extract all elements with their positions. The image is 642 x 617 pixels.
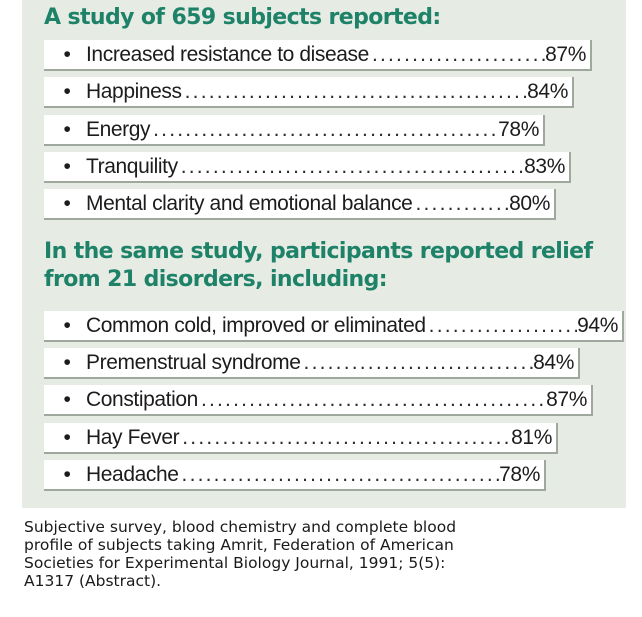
item-value: 81% bbox=[511, 425, 552, 449]
section2-heading: In the same study, participants reported… bbox=[44, 238, 593, 294]
source-caption: Subjective survey, blood chemistry and c… bbox=[24, 518, 624, 590]
bullet-icon: • bbox=[63, 387, 71, 411]
caption-line: profile of subjects taking Amrit, Federa… bbox=[24, 536, 454, 554]
dot-leader: ........................................… bbox=[303, 350, 534, 374]
item-label: Mental clarity and emotional balance bbox=[86, 191, 413, 215]
caption-line: A1317 (Abstract). bbox=[24, 572, 162, 590]
bullet-icon: • bbox=[63, 191, 71, 215]
item-value: 78% bbox=[499, 462, 540, 486]
item-label: Hay Fever bbox=[86, 425, 180, 449]
bullet-icon: • bbox=[63, 79, 71, 103]
dot-leader: ........................................… bbox=[415, 191, 509, 215]
item-value: 87% bbox=[546, 387, 587, 411]
list-item: • Hay Fever ............................… bbox=[44, 423, 558, 454]
item-label: Premenstrual syndrome bbox=[86, 350, 301, 374]
section1-heading: A study of 659 subjects reported: bbox=[44, 5, 441, 30]
item-value: 83% bbox=[524, 154, 565, 178]
caption-line: Societies for Experimental Biology Journ… bbox=[24, 554, 446, 572]
item-value: 94% bbox=[577, 313, 618, 337]
list-item: • Common cold, improved or eliminated ..… bbox=[44, 311, 624, 342]
item-label: Common cold, improved or eliminated bbox=[86, 313, 426, 337]
bullet-icon: • bbox=[63, 117, 71, 141]
stats-panel: A study of 659 subjects reported: • Incr… bbox=[22, 0, 626, 508]
item-label: Increased resistance to disease bbox=[86, 42, 369, 66]
section2-heading-line1: In the same study, participants reported… bbox=[44, 239, 593, 264]
section2-heading-line2: from 21 disorders, including: bbox=[44, 267, 388, 292]
dot-leader: ........................................… bbox=[182, 425, 512, 449]
dot-leader: ........................................… bbox=[181, 462, 500, 486]
list-item: • Tranquility ..........................… bbox=[44, 152, 571, 183]
bullet-icon: • bbox=[63, 462, 71, 486]
bullet-icon: • bbox=[63, 313, 71, 337]
bullet-icon: • bbox=[63, 350, 71, 374]
item-value: 80% bbox=[509, 191, 550, 215]
dot-leader: ........................................… bbox=[153, 117, 499, 141]
dot-leader: ........................................… bbox=[428, 313, 578, 337]
list-item: • Energy ...............................… bbox=[44, 115, 545, 146]
list-item: • Mental clarity and emotional balance .… bbox=[44, 189, 556, 220]
list-item: • Premenstrual syndrome ................… bbox=[44, 348, 580, 379]
caption-line: Subjective survey, blood chemistry and c… bbox=[24, 518, 457, 536]
dot-leader: ........................................… bbox=[184, 79, 528, 103]
item-value: 87% bbox=[545, 42, 586, 66]
list-item: • Headache .............................… bbox=[44, 460, 546, 491]
dot-leader: ........................................… bbox=[180, 154, 525, 178]
list-item: • Increased resistance to disease ......… bbox=[44, 40, 592, 71]
bullet-icon: • bbox=[63, 154, 71, 178]
item-label: Headache bbox=[86, 462, 179, 486]
list-item: • Happiness ............................… bbox=[44, 77, 574, 108]
item-label: Energy bbox=[86, 117, 151, 141]
list-item: • Constipation .........................… bbox=[44, 385, 593, 416]
item-value: 84% bbox=[527, 79, 568, 103]
dot-leader: ........................................… bbox=[200, 387, 547, 411]
bullet-icon: • bbox=[63, 42, 71, 66]
item-label: Constipation bbox=[86, 387, 198, 411]
item-value: 78% bbox=[498, 117, 539, 141]
bullet-icon: • bbox=[63, 425, 71, 449]
item-label: Tranquility bbox=[86, 154, 178, 178]
dot-leader: ........................................… bbox=[371, 42, 546, 66]
item-label: Happiness bbox=[86, 79, 182, 103]
item-value: 84% bbox=[533, 350, 574, 374]
